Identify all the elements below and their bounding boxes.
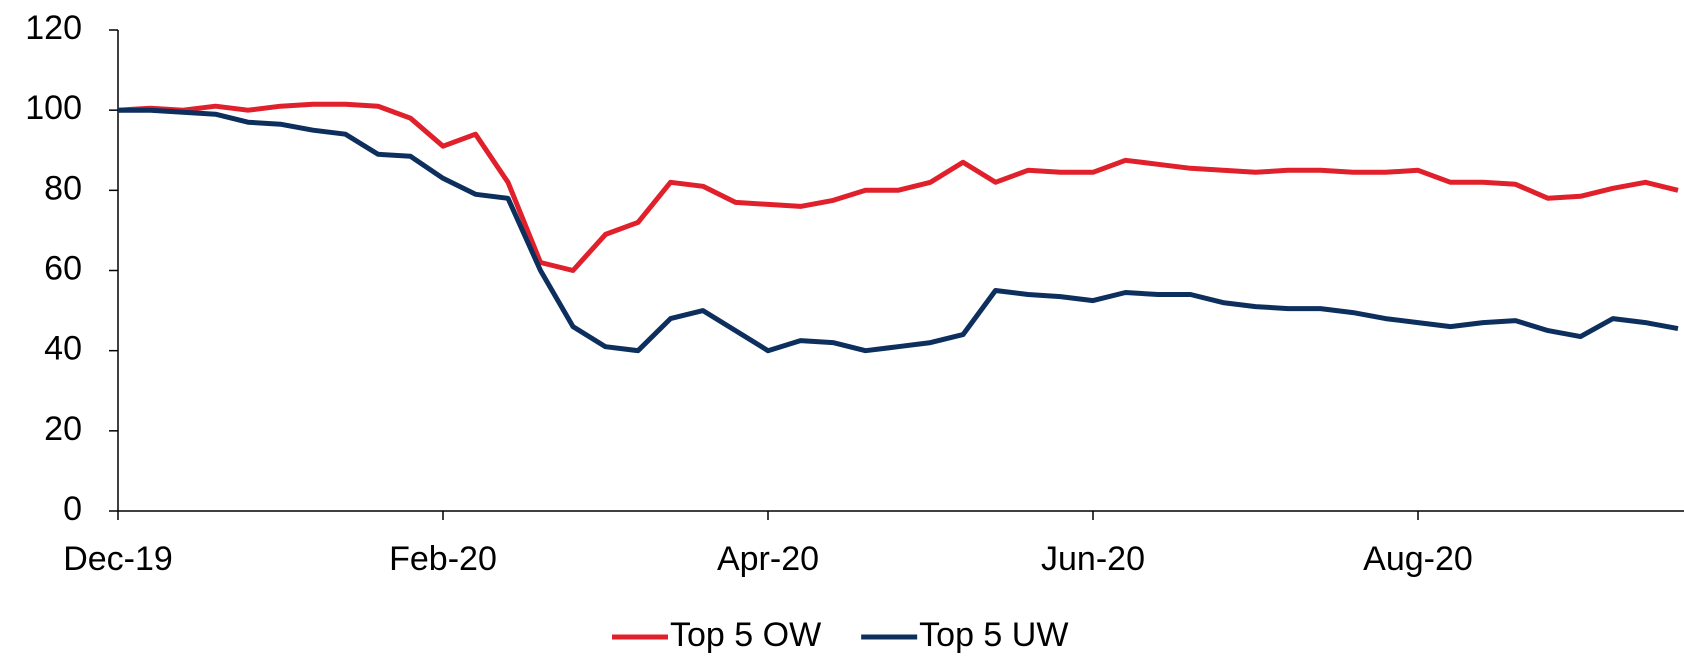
y-tick-label: 60: [44, 249, 82, 287]
y-tick-label: 80: [44, 169, 82, 207]
y-tick-label: 20: [44, 410, 82, 448]
legend-label: Top 5 OW: [670, 616, 821, 654]
x-tick-label: Feb-20: [389, 540, 497, 578]
legend-label: Top 5 UW: [919, 616, 1068, 654]
x-tick-label: Aug-20: [1363, 540, 1473, 578]
series-line: [118, 107, 1679, 354]
y-tick-label: 40: [44, 330, 82, 368]
y-tick-label: 120: [25, 9, 82, 47]
x-tick-label: Dec-19: [63, 540, 173, 578]
x-tick-label: Apr-20: [717, 540, 819, 578]
y-tick-label: 100: [25, 89, 82, 127]
x-tick-label: Jun-20: [1041, 540, 1145, 578]
series-line: [117, 101, 1679, 273]
y-tick-label: 0: [63, 490, 82, 528]
